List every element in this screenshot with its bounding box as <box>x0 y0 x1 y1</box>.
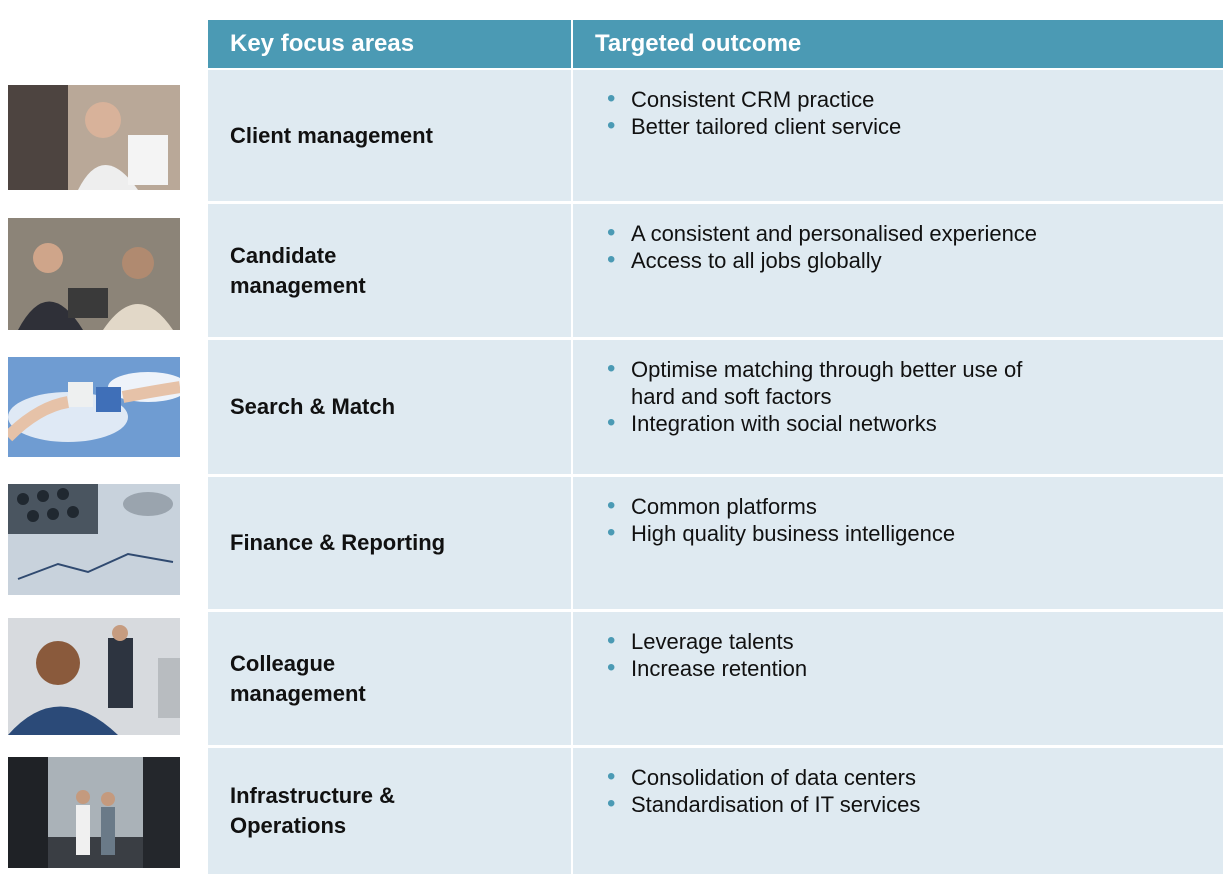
bullet-item: Integration with social networks <box>607 409 1223 437</box>
bullet-item: Better tailored client service <box>607 112 1223 140</box>
bullet-item: Consistent CRM practice <box>607 85 1223 113</box>
text-line: Infrastructure & <box>230 783 396 808</box>
photo <box>8 218 180 330</box>
outcomes: A consistent and personalised experience… <box>573 204 1223 337</box>
text-line: Access to all jobs globally <box>631 248 882 273</box>
outcomes: Consistent CRM practiceBetter tailored c… <box>573 70 1223 201</box>
focus-area: Search & Match <box>208 340 571 474</box>
outcomes: Optimise matching through better use ofh… <box>573 340 1223 474</box>
outcomes: Leverage talentsIncrease retention <box>573 612 1223 745</box>
text-line: A consistent and personalised experience <box>631 221 1038 246</box>
text-line: Candidate <box>230 242 337 268</box>
bullet-item: A consistent and personalised experience <box>607 219 1223 247</box>
header-cell: Key focus areas <box>208 20 571 68</box>
photo <box>8 357 180 457</box>
focus-area: Colleague management <box>208 612 571 745</box>
photo <box>8 484 180 595</box>
bullet-item: Access to all jobs globally <box>607 246 1223 274</box>
text-line: Colleague <box>230 650 336 676</box>
text-line: management <box>230 680 366 706</box>
text-line: Increase retention <box>631 656 808 681</box>
outcomes: Common platformsHigh quality business in… <box>573 477 1223 609</box>
photo <box>8 757 180 868</box>
header-cell: Targeted outcome <box>573 20 1223 68</box>
text-line: High quality business intelligence <box>631 521 956 546</box>
text-line: management <box>230 272 366 298</box>
bullet-item: Leverage talents <box>607 627 1223 655</box>
bullet-item: Increase retention <box>607 654 1223 682</box>
bullet-item: Common platforms <box>607 492 1223 520</box>
text-line: Client management <box>230 122 433 148</box>
focus-area: Infrastructure & Operations <box>208 748 571 874</box>
bullet-item: Standardisation of IT services <box>607 790 1223 818</box>
text-line: Leverage talents <box>631 629 794 654</box>
text-line: Consolidation of data centers <box>631 765 916 790</box>
text-line: Common platforms <box>631 494 817 519</box>
photo <box>8 618 180 735</box>
photo <box>8 85 180 190</box>
focus-area: Client management <box>208 70 571 201</box>
text-line: Operations <box>230 813 347 838</box>
text-line: Search & Match <box>230 394 396 419</box>
text-line: Standardisation of IT services <box>631 792 921 817</box>
bullet-item: Optimise matching through better use ofh… <box>607 355 1223 410</box>
outcomes: Consolidation of data centersStandardisa… <box>573 748 1223 874</box>
text-line: Optimise matching through better use of <box>631 357 1023 382</box>
text-line: Finance & Reporting <box>230 530 446 555</box>
bullet-item: Consolidation of data centers <box>607 763 1223 791</box>
bullet-item: High quality business intelligence <box>607 519 1223 547</box>
text-line: Consistent CRM practice <box>631 87 875 112</box>
focus-area: Candidate management <box>208 204 571 337</box>
focus-area: Finance & Reporting <box>208 477 571 609</box>
text-line: Integration with social networks <box>631 411 937 436</box>
text-line: Better tailored client service <box>631 114 902 139</box>
text-line: hard and soft factors <box>631 384 832 409</box>
